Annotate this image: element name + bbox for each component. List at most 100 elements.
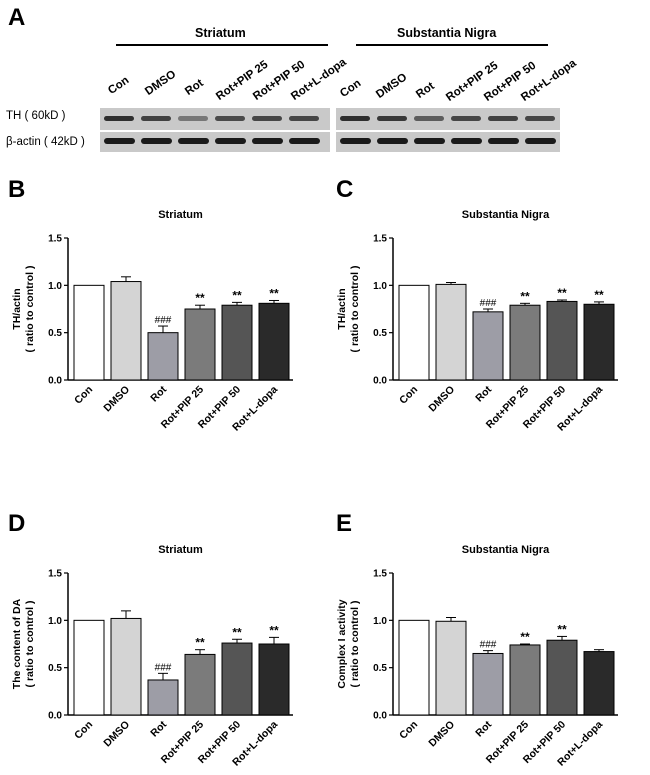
th-band bbox=[414, 116, 444, 121]
lane-label: Rot bbox=[414, 80, 437, 101]
y-axis-label-units: ( ratio to control ) bbox=[349, 266, 361, 353]
th-band bbox=[377, 116, 407, 121]
significance-label: ** bbox=[232, 625, 242, 639]
chart-b-striatum-th: Striatum TH/actin( ratio to control ) 0.0 0… bbox=[11, 209, 293, 434]
significance-label: ** bbox=[557, 622, 567, 636]
th-band bbox=[178, 116, 208, 121]
actin-band bbox=[451, 138, 482, 144]
region-underline-striatum bbox=[116, 44, 328, 46]
significance-label: ** bbox=[195, 636, 205, 650]
y-tick-label: 0.0 bbox=[48, 376, 62, 387]
lane-label: Rot bbox=[183, 77, 206, 98]
region-underline-substantia-nigra bbox=[356, 44, 548, 46]
bar bbox=[147, 332, 179, 381]
bar bbox=[398, 284, 430, 381]
bar bbox=[73, 619, 105, 716]
th-band bbox=[289, 116, 319, 121]
significance-label: ### bbox=[480, 640, 497, 651]
lane-label: Con bbox=[338, 77, 364, 100]
lane-label: DMSO bbox=[143, 68, 179, 98]
significance-label: ** bbox=[594, 288, 604, 302]
th-band bbox=[215, 116, 245, 121]
bar bbox=[472, 311, 504, 381]
bar bbox=[184, 653, 216, 716]
bar bbox=[221, 642, 253, 716]
y-tick-label: 1.5 bbox=[48, 569, 62, 580]
y-tick-label: 0.5 bbox=[373, 663, 387, 674]
lane-label: DMSO bbox=[374, 71, 410, 101]
bar bbox=[221, 304, 253, 381]
actin-band bbox=[141, 138, 172, 144]
region-title-striatum: Striatum bbox=[195, 26, 246, 40]
y-axis-label: Complex I activity bbox=[336, 599, 348, 688]
bar bbox=[583, 651, 615, 716]
y-tick-label: 1.0 bbox=[48, 616, 62, 627]
panel-letter-a: A bbox=[8, 4, 26, 31]
actin-band bbox=[104, 138, 135, 144]
bar bbox=[472, 652, 504, 716]
y-tick-label: 0.5 bbox=[48, 328, 62, 339]
y-tick-label: 0.0 bbox=[373, 711, 387, 722]
blot-strip-actin-nigra bbox=[336, 132, 560, 152]
significance-label: ### bbox=[155, 315, 172, 326]
x-tick-label: DMSO bbox=[101, 384, 132, 415]
actin-band bbox=[252, 138, 283, 144]
th-band bbox=[488, 116, 518, 121]
bar bbox=[509, 644, 541, 716]
actin-band bbox=[525, 138, 556, 144]
y-axis-label: TH/actin bbox=[336, 288, 348, 329]
bar bbox=[435, 620, 467, 716]
th-band bbox=[252, 116, 282, 121]
th-band bbox=[340, 116, 370, 121]
y-tick-label: 1.0 bbox=[48, 281, 62, 292]
x-tick-label: Con bbox=[72, 384, 95, 407]
significance-label: ** bbox=[232, 288, 242, 302]
lane-label: Con bbox=[106, 74, 132, 97]
significance-label: ** bbox=[195, 291, 205, 305]
th-band bbox=[451, 116, 481, 121]
bar bbox=[509, 304, 541, 381]
y-tick-label: 1.0 bbox=[373, 281, 387, 292]
chart-e-nigra-complex1: Substantia Nigra Complex I activity( rati… bbox=[336, 544, 618, 769]
significance-label: ** bbox=[520, 289, 530, 303]
x-tick-label: Rot bbox=[473, 718, 494, 739]
significance-label: ** bbox=[269, 623, 279, 637]
actin-band bbox=[340, 138, 371, 144]
bar bbox=[110, 617, 142, 716]
actin-band bbox=[414, 138, 445, 144]
x-tick-label: Con bbox=[397, 719, 420, 742]
bar bbox=[546, 300, 578, 381]
region-title-substantia-nigra: Substantia Nigra bbox=[397, 26, 497, 40]
y-axis-label-units: ( ratio to control ) bbox=[24, 266, 36, 353]
chart-c-nigra-th: Substantia Nigra TH/actin( ratio to contr… bbox=[336, 209, 618, 434]
x-tick-label: DMSO bbox=[426, 719, 457, 750]
th-band bbox=[104, 116, 134, 121]
x-tick-label: Con bbox=[72, 719, 95, 742]
y-tick-label: 1.5 bbox=[373, 234, 387, 245]
y-axis-label-units: ( ratio to control ) bbox=[349, 601, 361, 688]
panel-letter-c: C bbox=[336, 176, 354, 203]
bar bbox=[435, 283, 467, 381]
x-tick-label: Rot bbox=[473, 383, 494, 404]
panel-letter-b: B bbox=[8, 176, 26, 203]
significance-label: ** bbox=[557, 286, 567, 300]
chart-title: Substantia Nigra bbox=[462, 544, 550, 556]
th-band bbox=[525, 116, 555, 121]
bar bbox=[147, 679, 179, 716]
y-tick-label: 0.5 bbox=[48, 663, 62, 674]
bar bbox=[73, 284, 105, 381]
y-tick-label: 1.5 bbox=[48, 234, 62, 245]
x-tick-label: Rot bbox=[148, 383, 169, 404]
bar bbox=[184, 308, 216, 381]
chart-title: Striatum bbox=[158, 544, 203, 556]
bar bbox=[110, 281, 142, 381]
actin-band bbox=[377, 138, 408, 144]
bar bbox=[583, 303, 615, 381]
y-axis-label-units: ( ratio to control ) bbox=[24, 601, 36, 688]
panel-letter-e: E bbox=[336, 510, 353, 537]
y-tick-label: 0.0 bbox=[48, 711, 62, 722]
actin-band bbox=[488, 138, 519, 144]
bar bbox=[258, 643, 290, 716]
actin-band bbox=[215, 138, 246, 144]
y-tick-label: 1.5 bbox=[373, 569, 387, 580]
